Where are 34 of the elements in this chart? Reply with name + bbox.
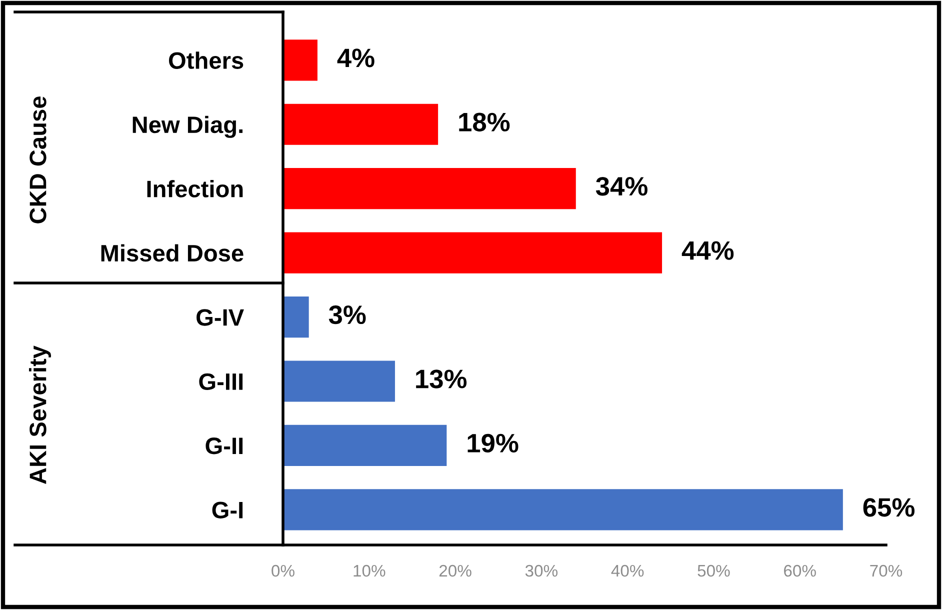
bar bbox=[283, 168, 576, 210]
x-tick-label: 20% bbox=[439, 564, 472, 577]
x-tick-label: 40% bbox=[611, 564, 644, 577]
bar bbox=[283, 104, 438, 145]
bar bbox=[283, 424, 447, 466]
y-tick-label: Others bbox=[168, 52, 244, 69]
x-tick-label: 10% bbox=[354, 564, 386, 577]
data-label: 13% bbox=[416, 370, 467, 388]
bar bbox=[283, 360, 395, 402]
data-label: 44% bbox=[682, 241, 734, 260]
data-label: 3% bbox=[328, 305, 366, 324]
bar bbox=[283, 489, 843, 530]
x-tick-label: 60% bbox=[784, 564, 816, 577]
bar bbox=[283, 296, 309, 338]
data-label: 19% bbox=[468, 434, 518, 453]
x-tick-label: 70% bbox=[870, 564, 902, 577]
data-label: 34% bbox=[596, 176, 648, 196]
bar bbox=[283, 40, 318, 81]
y-tick-label: Infection bbox=[147, 180, 243, 198]
data-label: 65% bbox=[863, 498, 914, 517]
y-tick-label: New Diag. bbox=[132, 116, 242, 138]
text: AKI Severity bbox=[28, 346, 52, 484]
y-tick-label: G-I bbox=[212, 502, 243, 518]
y-tick-label: Missed Dose bbox=[101, 244, 244, 262]
data-label: 4% bbox=[337, 48, 374, 68]
x-tick-label: 30% bbox=[525, 564, 558, 577]
y-tick-label: G-II bbox=[206, 438, 243, 454]
data-label: 18% bbox=[459, 112, 510, 132]
text: CKD Cause bbox=[30, 96, 46, 224]
bar bbox=[283, 232, 662, 274]
y-tick-label: G-III bbox=[199, 373, 243, 390]
x-tick-label: 50% bbox=[698, 564, 730, 577]
x-tick-label: 0% bbox=[272, 564, 294, 577]
y-tick-label: G-IV bbox=[196, 309, 244, 326]
